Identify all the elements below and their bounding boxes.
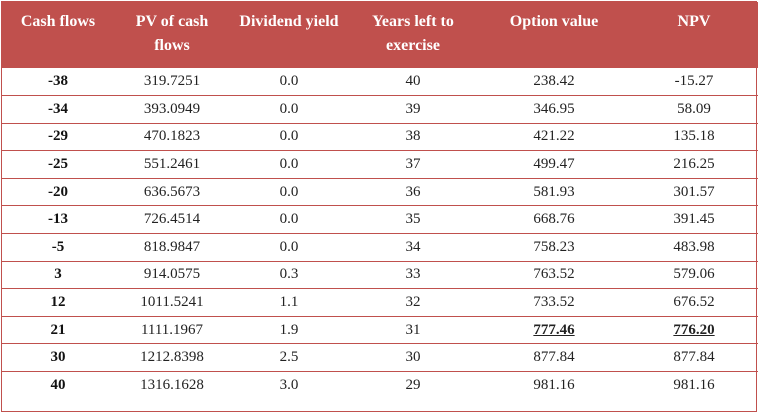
cell-option-value: 499.47 <box>478 150 630 179</box>
cell-dividend-yield: 0.0 <box>230 95 348 124</box>
cell-dividend-yield: 0.0 <box>230 205 348 235</box>
cell-pv-of-cash-flows: 726.4514 <box>114 205 230 235</box>
cell-cash-flows: -5 <box>2 233 114 262</box>
cell-dividend-yield: 3.0 <box>279 377 299 394</box>
cell-npv: 981.16 <box>673 377 715 394</box>
cell-npv: 877.84 <box>630 343 758 373</box>
cell-cash-flows: 30 <box>2 343 114 373</box>
table-row: -20 636.5673 0.0 36 581.93 301.57 <box>2 178 758 207</box>
cell-dividend-yield: 0.0 <box>230 150 348 179</box>
cell-pv-of-cash-flows: 1212.8398 <box>114 343 230 373</box>
cell-option-value: 777.46 <box>478 316 630 345</box>
cell-option-value: 581.93 <box>478 178 630 207</box>
cell-option-value: 758.23 <box>478 233 630 262</box>
cell-dividend-yield: 0.3 <box>230 261 348 290</box>
table-row: -29 470.1823 0.0 38 421.22 135.18 <box>2 123 758 152</box>
cell-cash-flows: 3 <box>2 261 114 290</box>
cell-dividend-yield: 1.1 <box>230 288 348 317</box>
cell-years-left: 31 <box>348 316 478 345</box>
cell-cash-flows: -13 <box>2 205 114 235</box>
cell-pv-of-cash-flows: 636.5673 <box>114 178 230 207</box>
cell-dividend-yield: 0.0 <box>230 178 348 207</box>
table-row: -5 818.9847 0.0 34 758.23 483.98 <box>2 233 758 262</box>
table-row: 3 914.0575 0.3 33 763.52 579.06 <box>2 261 758 290</box>
cell-years-left: 35 <box>348 205 478 235</box>
cell-npv: 676.52 <box>630 288 758 317</box>
cell-cash-flows: 21 <box>2 316 114 345</box>
cell-pv-of-cash-flows: 818.9847 <box>114 233 230 262</box>
cell-option-value: 421.22 <box>478 123 630 152</box>
table-row: -34 393.0949 0.0 39 346.95 58.09 <box>2 95 758 124</box>
option-valuation-table: Cash flows PV of cash flows Dividend yie… <box>2 2 758 399</box>
cell-cash-flows: -20 <box>2 178 114 207</box>
cell-npv: 58.09 <box>630 95 758 124</box>
header-option-value: Option value <box>478 2 630 68</box>
table-row: 30 1212.8398 2.5 30 877.84 877.84 <box>2 343 758 373</box>
cell-pv-of-cash-flows: 1011.5241 <box>114 288 230 317</box>
table-row: 40 1316.1628 3.0 29 981.16 981.16 <box>2 372 758 400</box>
cell-option-value: 668.76 <box>478 205 630 235</box>
cell-pv-of-cash-flows: 470.1823 <box>114 123 230 152</box>
cell-pv-of-cash-flows: 319.7251 <box>114 68 230 97</box>
cell-cash-flows: -29 <box>2 123 114 152</box>
cell-option-value: 763.52 <box>478 261 630 290</box>
header-cash-flows: Cash flows <box>2 2 114 68</box>
cell-npv: 391.45 <box>630 205 758 235</box>
table-row: -13 726.4514 0.0 35 668.76 391.45 <box>2 205 758 235</box>
cell-npv: 216.25 <box>630 150 758 179</box>
table-row: -38 319.7251 0.0 40 238.42 -15.27 <box>2 68 758 97</box>
cell-cash-flows: 12 <box>2 288 114 317</box>
cell-option-value: 346.95 <box>478 95 630 124</box>
cell-years-left: 30 <box>348 343 478 373</box>
cell-pv-of-cash-flows: 551.2461 <box>114 150 230 179</box>
cell-cash-flows: 40 <box>50 377 66 394</box>
cell-npv: 301.57 <box>630 178 758 207</box>
header-years-left: Years left to exercise <box>348 2 478 68</box>
table-row: -25 551.2461 0.0 37 499.47 216.25 <box>2 150 758 179</box>
cell-cash-flows: -34 <box>2 95 114 124</box>
table-body: -38 319.7251 0.0 40 238.42 -15.27 -34 393.0949 0… <box>2 68 758 399</box>
cell-option-value: 733.52 <box>478 288 630 317</box>
cell-years-left: 36 <box>348 178 478 207</box>
cell-option-value: 877.84 <box>478 343 630 373</box>
cell-dividend-yield: 0.0 <box>230 68 348 97</box>
cell-years-left: 34 <box>348 233 478 262</box>
table-row: 21 1111.1967 1.9 31 777.46 776.20 <box>2 316 758 345</box>
header-pv-of-cash-flows: PV of cash flows <box>114 2 230 68</box>
cell-npv: 579.06 <box>630 261 758 290</box>
header-npv: NPV <box>630 2 758 68</box>
cell-npv: 776.20 <box>630 316 758 345</box>
cell-cash-flows: -25 <box>2 150 114 179</box>
cell-dividend-yield: 0.0 <box>230 233 348 262</box>
cell-years-left: 32 <box>348 288 478 317</box>
cell-pv-of-cash-flows: 1111.1967 <box>114 316 230 345</box>
cell-pv-of-cash-flows: 914.0575 <box>114 261 230 290</box>
cell-cash-flows: -38 <box>2 68 114 97</box>
cell-pv-of-cash-flows: 393.0949 <box>114 95 230 124</box>
highlighted-value: 777.46 <box>533 321 575 338</box>
cell-pv-of-cash-flows: 1316.1628 <box>140 377 204 394</box>
cell-years-left: 40 <box>348 68 478 97</box>
cell-years-left: 38 <box>348 123 478 152</box>
cell-option-value: 981.16 <box>533 377 575 394</box>
cell-dividend-yield: 2.5 <box>230 343 348 373</box>
cell-dividend-yield: 0.0 <box>230 123 348 152</box>
cell-npv: 483.98 <box>630 233 758 262</box>
cell-option-value: 238.42 <box>478 68 630 97</box>
header-dividend-yield: Dividend yield <box>230 2 348 68</box>
header-row: Cash flows PV of cash flows Dividend yie… <box>2 2 758 68</box>
cell-years-left: 39 <box>348 95 478 124</box>
table-row: 12 1011.5241 1.1 32 733.52 676.52 <box>2 288 758 317</box>
cell-npv: 135.18 <box>630 123 758 152</box>
cell-years-left: 37 <box>348 150 478 179</box>
highlighted-value: 776.20 <box>673 321 715 338</box>
cell-dividend-yield: 1.9 <box>230 316 348 345</box>
cell-npv: -15.27 <box>630 68 758 97</box>
cell-years-left: 29 <box>405 377 421 394</box>
cell-years-left: 33 <box>348 261 478 290</box>
